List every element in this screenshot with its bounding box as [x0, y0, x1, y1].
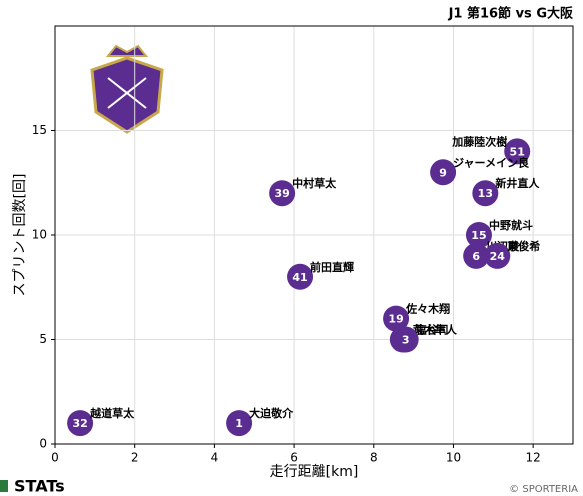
point-name: 大迫敬介 [249, 406, 294, 420]
y-tick-label: 15 [32, 123, 47, 137]
point-number: 1 [235, 417, 243, 430]
point-number: 39 [274, 187, 289, 200]
x-axis-label: 走行距離[km] [270, 463, 359, 480]
point [484, 242, 511, 269]
point-name: 前田直輝 [310, 260, 354, 274]
brand-icon [0, 480, 8, 492]
point-name: 越道草太 [89, 406, 135, 420]
x-tick-label: 0 [51, 451, 59, 465]
y-tick-label: 0 [39, 437, 47, 451]
point [67, 410, 94, 437]
point-name: 塩谷司 [416, 323, 449, 337]
point-number: 9 [439, 166, 447, 179]
point-name: 東俊希 [507, 239, 540, 253]
point-name: 新井直人 [495, 176, 540, 190]
point [269, 180, 296, 207]
chart-title: J1 第16節 vs G大阪 [448, 6, 574, 22]
x-tick-label: 10 [446, 451, 461, 465]
point [463, 242, 490, 269]
emblem [90, 44, 164, 134]
point-number: 41 [292, 271, 307, 284]
point [430, 159, 457, 186]
point [465, 222, 492, 248]
x-tick-label: 8 [370, 451, 378, 465]
point-name: 佐々木翔 [405, 302, 450, 316]
point-number: 24 [490, 250, 506, 263]
point-name: ジャーメイン良 [453, 155, 529, 169]
point-number: 3 [402, 334, 410, 347]
point-number: 32 [72, 417, 87, 430]
plot-frame [54, 25, 574, 445]
point [472, 180, 499, 207]
y-axis-label: スプリント回数[回] [12, 174, 28, 297]
x-tick-label: 4 [211, 451, 219, 465]
point-number: 19 [388, 313, 403, 326]
y-tick-label: 10 [32, 228, 47, 242]
copyright: © SPORTERIA [509, 484, 578, 495]
point-number: 51 [510, 145, 525, 158]
point-number: 6 [472, 250, 480, 263]
x-tick-label: 12 [526, 451, 541, 465]
point [287, 263, 314, 290]
x-tick-label: 2 [131, 451, 139, 465]
point-name: 中野就斗 [489, 218, 533, 232]
point [383, 305, 410, 332]
point-name: 荒木隼人 [412, 323, 458, 337]
point-name: 中村草太 [292, 176, 337, 190]
point-number: 15 [471, 229, 486, 242]
point [226, 410, 253, 437]
point-name: 加藤陸次樹 [451, 134, 507, 148]
x-tick-label: 6 [290, 451, 298, 465]
point [504, 138, 531, 165]
y-tick-label: 5 [39, 332, 47, 346]
point-number: 13 [478, 187, 493, 200]
point [392, 326, 419, 353]
brand: STATs [14, 477, 65, 496]
